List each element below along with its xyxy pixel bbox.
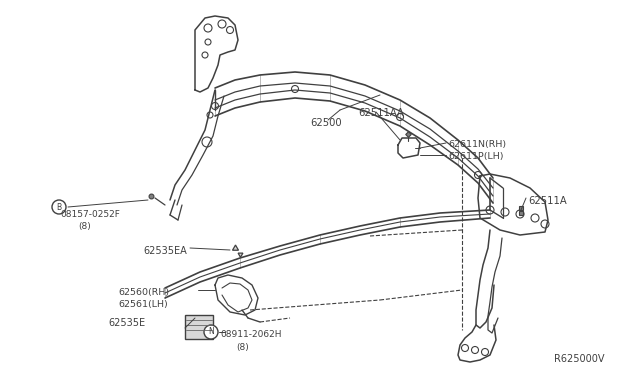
Text: 62535E: 62535E: [108, 318, 145, 328]
Text: 62511A: 62511A: [528, 196, 567, 206]
Text: R625000V: R625000V: [554, 354, 605, 364]
Text: 62535EA: 62535EA: [143, 246, 187, 256]
Text: (8): (8): [236, 343, 249, 352]
Text: 62611P(LH): 62611P(LH): [448, 152, 504, 161]
Text: 08911-2062H: 08911-2062H: [220, 330, 282, 339]
Text: B: B: [56, 202, 61, 212]
Text: 62511AA: 62511AA: [358, 108, 404, 118]
Text: 62561(LH): 62561(LH): [118, 300, 168, 309]
Text: 08157-0252F: 08157-0252F: [60, 210, 120, 219]
Circle shape: [204, 325, 218, 339]
Text: 62560(RH): 62560(RH): [118, 288, 169, 297]
Text: N: N: [208, 327, 214, 337]
Text: 62500: 62500: [310, 118, 342, 128]
Text: 62611N(RH): 62611N(RH): [448, 140, 506, 149]
Text: (8): (8): [78, 222, 91, 231]
Circle shape: [52, 200, 66, 214]
FancyBboxPatch shape: [185, 315, 213, 339]
